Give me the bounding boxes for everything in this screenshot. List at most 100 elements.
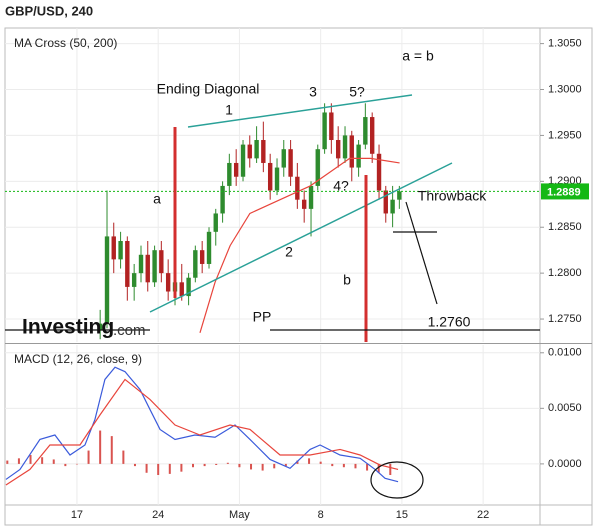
candle-body [295, 176, 300, 200]
histogram-bar [122, 450, 125, 464]
candle-body [261, 140, 266, 163]
last-price-box [541, 183, 589, 200]
candle-body [342, 135, 348, 159]
histogram-bar [261, 463, 264, 471]
annotation: PP [253, 309, 272, 325]
candle-body [383, 190, 388, 214]
histogram-bar [168, 463, 171, 474]
candle-body [138, 254, 144, 274]
candle-body [159, 250, 164, 274]
candle-body [301, 199, 307, 209]
annotation: Ending Diagonal [157, 81, 260, 97]
y-tick-label: 1.2800 [548, 267, 582, 279]
y-tick-label: 1.2950 [548, 129, 582, 141]
candle-body [281, 149, 286, 168]
logo: Investing .com [22, 316, 146, 339]
highlight-circle [370, 461, 424, 499]
x-tick-label: 24 [152, 509, 164, 521]
candle-body [329, 112, 334, 141]
candle-body [356, 144, 361, 168]
moving-average [199, 157, 400, 333]
histogram-bar [203, 463, 206, 467]
candle-body [186, 277, 191, 297]
annotation: 3 [309, 84, 317, 100]
candle-body [308, 185, 314, 209]
candle-body [274, 167, 280, 191]
candle-body [288, 149, 293, 177]
candle-body [397, 191, 402, 200]
candle-body [131, 273, 137, 287]
candle-body [199, 250, 205, 264]
logo-domain: .com [113, 322, 146, 339]
candle-body [213, 213, 218, 232]
y-tick-label: 1.2850 [548, 221, 582, 233]
annotation: 2 [285, 244, 293, 260]
x-tick-label: 8 [318, 509, 324, 521]
histogram-bar [75, 463, 78, 465]
candle-body [376, 153, 382, 191]
candle-body [233, 162, 239, 177]
histogram-bar [342, 463, 345, 468]
histogram-bar [308, 458, 311, 464]
histogram-bar [284, 463, 287, 467]
candle-body [118, 241, 123, 260]
histogram-bar [192, 463, 195, 468]
x-tick-label: May [229, 509, 250, 521]
annotation: 1.2760 [428, 314, 471, 330]
candle-body [247, 144, 252, 159]
x-tick-label: 17 [71, 509, 83, 521]
histogram-bar [296, 460, 299, 464]
histogram-bar [145, 463, 148, 473]
panel-legend: MA Cross (50, 200) [14, 36, 117, 50]
x-tick-label: 15 [396, 509, 408, 521]
histogram-bar [273, 463, 276, 469]
annotation: b [343, 272, 351, 288]
annotation: 4? [333, 178, 349, 194]
candle-body [227, 162, 232, 186]
y-tick-label: 1.3000 [548, 83, 582, 95]
y-tick-label: 1.2750 [548, 313, 582, 325]
histogram-bar [215, 463, 218, 465]
candle-body [335, 140, 341, 159]
candle-body [315, 149, 320, 186]
candle-body [369, 117, 375, 154]
annotation: a = b [402, 48, 434, 64]
histogram-bar [389, 463, 392, 475]
candle-body [322, 112, 327, 150]
annotation: 1 [225, 102, 233, 118]
drawings [5, 94, 540, 499]
histogram-bar [6, 460, 9, 464]
candle-body [97, 323, 103, 331]
annotation: a [153, 191, 161, 207]
histogram-bar [99, 430, 102, 464]
annotation: Throwback [418, 188, 487, 204]
candle-body [240, 144, 246, 177]
y-tick-label: 0.0050 [548, 402, 582, 414]
chart-header: GBP/USD, 240 [5, 3, 93, 18]
frame [4, 27, 593, 526]
histogram-bar [180, 463, 183, 472]
candle-body [220, 185, 225, 214]
panel-legend: MACD (12, 26, close, 9) [14, 352, 142, 366]
candle-body [145, 254, 150, 283]
candle-body [111, 236, 116, 260]
candle-body [363, 117, 368, 145]
histogram-bar [354, 463, 357, 469]
annotation: 5? [349, 84, 365, 100]
histogram-bar [238, 463, 241, 468]
histogram-bar [52, 459, 55, 464]
histogram-bar [319, 461, 322, 464]
macd-line [5, 366, 399, 483]
candle-body [125, 241, 130, 287]
candle-body [254, 140, 259, 159]
histogram-bar [64, 463, 67, 467]
candle-body [206, 231, 212, 264]
histogram-bar [17, 458, 20, 464]
trendline [149, 162, 453, 313]
histogram-bar [226, 462, 229, 464]
x-tick-label: 22 [477, 509, 489, 521]
candle-body [193, 250, 198, 278]
logo-name: Investing [22, 316, 114, 339]
histogram-bar [29, 455, 32, 464]
